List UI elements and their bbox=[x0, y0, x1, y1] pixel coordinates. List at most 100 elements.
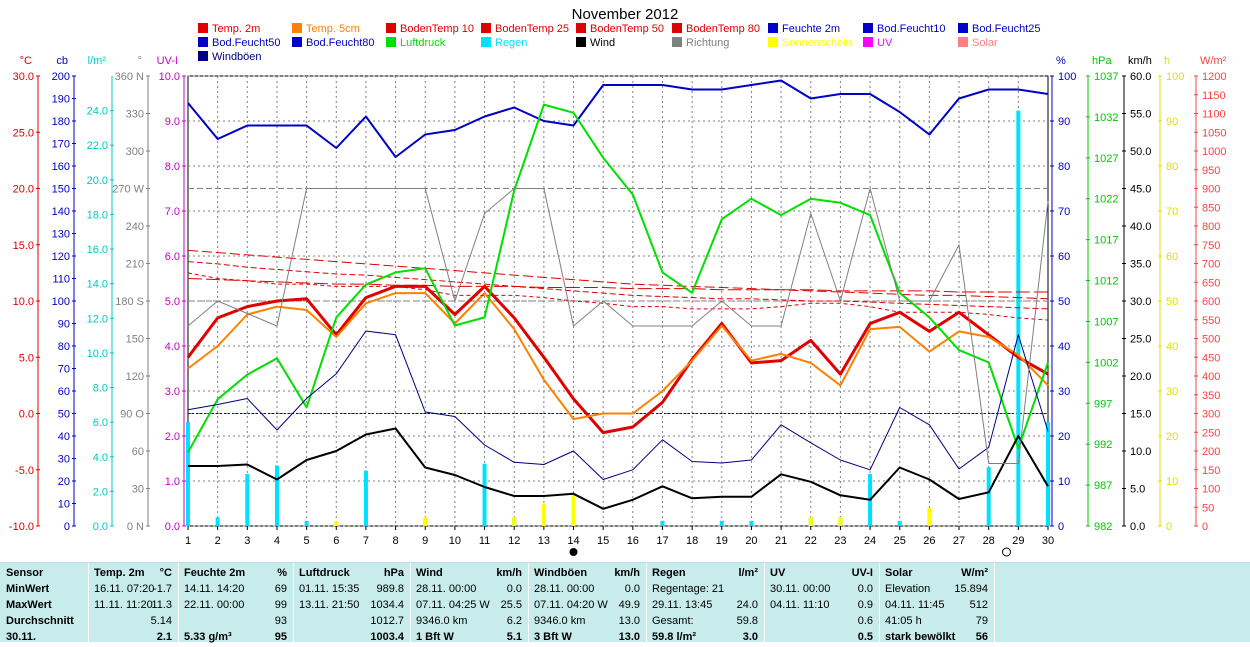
stats-column: Solar W/m² Elevation 15.894 04.11. 11:45 512 4… bbox=[879, 563, 995, 643]
uv-axis-tick: 4.0 bbox=[165, 341, 180, 353]
cb-axis-tick: 190 bbox=[52, 94, 70, 106]
x-tick-label: 28 bbox=[983, 535, 995, 547]
solar-axis-tick: 850 bbox=[1202, 202, 1220, 214]
stats-cell-value: 0.5 bbox=[857, 631, 873, 643]
stats-column-unit: km/h bbox=[614, 567, 640, 579]
bar-regen bbox=[482, 463, 487, 526]
legend-swatch bbox=[672, 23, 682, 33]
stats-cell-info: 13.11. 21:50 bbox=[299, 599, 360, 611]
wind-axis-tick: 60.0 bbox=[1130, 71, 1151, 83]
stats-cell-info: Gesamt: bbox=[652, 615, 694, 627]
legend-swatch bbox=[863, 37, 873, 47]
legend-swatch bbox=[576, 37, 586, 47]
bar-regen bbox=[274, 465, 279, 526]
stats-cell-value: 0.0 bbox=[506, 583, 522, 595]
stats-cell-value: 5.1 bbox=[506, 631, 522, 643]
bar-regen bbox=[363, 470, 368, 526]
legend-label: BodenTemp 25 bbox=[495, 23, 569, 35]
temp-axis-tick: 15.0 bbox=[13, 240, 34, 252]
rain-axis-tick: 6.0 bbox=[93, 417, 108, 429]
x-tick-label: 17 bbox=[656, 535, 668, 547]
wind-axis-tick: 5.0 bbox=[1130, 484, 1145, 496]
bar-sonnenschein bbox=[927, 508, 932, 526]
dir-axis-tick: 0 N bbox=[127, 521, 144, 533]
press-axis-tick: 1027 bbox=[1094, 153, 1118, 165]
stats-cell-value: 3.0 bbox=[742, 631, 758, 643]
cb-axis-tick: 200 bbox=[52, 71, 70, 83]
legend-swatch bbox=[292, 37, 302, 47]
stats-row-label: Durchschnitt bbox=[6, 615, 74, 627]
cb-axis-tick: 70 bbox=[58, 364, 70, 376]
bar-regen bbox=[897, 520, 902, 526]
rain-axis-tick: 10.0 bbox=[87, 348, 108, 360]
stats-column-title: Temp. 2m bbox=[94, 567, 145, 579]
bar-regen bbox=[304, 520, 309, 526]
uv-axis-tick: 8.0 bbox=[165, 161, 180, 173]
press-axis-tick: 1017 bbox=[1094, 235, 1118, 247]
temp-axis-tick: 10.0 bbox=[13, 296, 34, 308]
stats-cell-info: 29.11. 13:45 bbox=[652, 599, 713, 611]
chart-title: November 2012 bbox=[571, 6, 679, 23]
solar-axis-tick: 650 bbox=[1202, 277, 1220, 289]
stats-column-title: Solar bbox=[885, 567, 913, 579]
hum-axis-tick: 40 bbox=[1058, 341, 1070, 353]
press-axis-tick: 997 bbox=[1094, 398, 1112, 410]
hum-axis-tick: 100 bbox=[1058, 71, 1076, 83]
dir-axis-tick: 210 bbox=[126, 259, 144, 271]
cb-axis-tick: 10 bbox=[58, 499, 70, 511]
cb-axis-tick: 170 bbox=[52, 139, 70, 151]
dir-axis-tick: 150 bbox=[126, 334, 144, 346]
solar-axis-tick: 750 bbox=[1202, 240, 1220, 252]
x-tick-label: 4 bbox=[274, 535, 280, 547]
hum-axis-tick: 70 bbox=[1058, 206, 1070, 218]
press-axis-tick: 1037 bbox=[1094, 71, 1118, 83]
stats-cell-info: 14.11. 14:20 bbox=[184, 583, 245, 595]
x-tick-label: 26 bbox=[923, 535, 935, 547]
legend-swatch bbox=[481, 37, 491, 47]
stats-column-title: Windböen bbox=[534, 567, 588, 579]
x-tick-label: 14 bbox=[567, 535, 579, 547]
press-axis-tick: 992 bbox=[1094, 439, 1112, 451]
uv-axis-tick: 1.0 bbox=[165, 476, 180, 488]
solar-axis-tick: 800 bbox=[1202, 221, 1220, 233]
legend-swatch bbox=[863, 23, 873, 33]
dir-axis-tick: 240 bbox=[126, 221, 144, 233]
legend-swatch bbox=[672, 37, 682, 47]
stats-cell-value: 6.2 bbox=[506, 615, 522, 627]
legend-label: BodenTemp 80 bbox=[686, 23, 760, 35]
legend-label: Bod.Feucht80 bbox=[306, 37, 375, 49]
rain-axis-tick: 20.0 bbox=[87, 175, 108, 187]
uv-axis-unit: UV-I bbox=[157, 55, 178, 67]
stats-cell-value: 989.8 bbox=[376, 583, 404, 595]
rain-axis-tick: 14.0 bbox=[87, 279, 108, 291]
legend-label: Temp. 5cm bbox=[306, 23, 360, 35]
legend-swatch bbox=[198, 51, 208, 61]
bar-sonnenschein bbox=[541, 503, 546, 526]
cb-axis-tick: 90 bbox=[58, 319, 70, 331]
stats-cell-info: 28.11. 00:00 bbox=[534, 583, 595, 595]
stats-cell-value: 13.0 bbox=[618, 631, 640, 643]
wind-axis-tick: 15.0 bbox=[1130, 409, 1151, 421]
bar-regen bbox=[215, 517, 220, 526]
temp-axis-tick: 25.0 bbox=[13, 127, 34, 139]
series-line-richtung bbox=[187, 188, 1049, 464]
stats-cell-info: stark bewölkt bbox=[885, 631, 956, 643]
bar-regen bbox=[719, 520, 724, 526]
legend-label: BodenTemp 10 bbox=[400, 23, 474, 35]
series-line-feuchte-2m bbox=[187, 79, 1049, 158]
press-axis-tick: 1032 bbox=[1094, 112, 1118, 124]
bar-regen bbox=[186, 422, 190, 526]
stats-column-title: Wind bbox=[416, 567, 443, 579]
stats-cell-value: 24.0 bbox=[736, 599, 758, 611]
stats-cell-info: 07.11. 04:20 W bbox=[534, 599, 608, 611]
series-line-windb-en bbox=[187, 330, 1049, 480]
x-tick-label: 12 bbox=[508, 535, 520, 547]
legend-label: Bod.Feucht10 bbox=[877, 23, 946, 35]
rain-axis-unit: l/m² bbox=[88, 55, 107, 67]
hum-axis-unit: % bbox=[1056, 55, 1066, 67]
solar-axis-tick: 100 bbox=[1202, 484, 1220, 496]
solar-axis-tick: 900 bbox=[1202, 184, 1220, 196]
stats-column-unit: °C bbox=[159, 567, 172, 579]
x-tick-label: 7 bbox=[363, 535, 369, 547]
bar-sonnenschein bbox=[838, 517, 843, 526]
